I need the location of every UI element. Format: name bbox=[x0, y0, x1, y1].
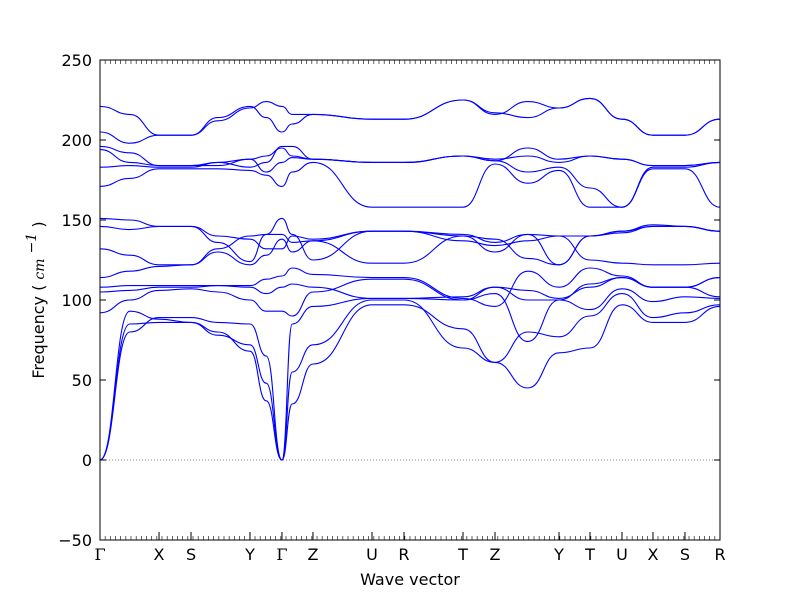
band-lines bbox=[99, 97, 721, 461]
x-tick-label: Γ bbox=[94, 545, 105, 564]
x-tick-label: Y bbox=[244, 545, 255, 564]
y-tick-label: 250 bbox=[61, 51, 92, 70]
band-line-6 bbox=[99, 267, 721, 307]
x-tick-label: R bbox=[714, 545, 725, 564]
band-line-3 bbox=[99, 288, 721, 461]
y-tick-label: 0 bbox=[82, 451, 92, 470]
x-tick-label: S bbox=[680, 545, 690, 564]
x-tick-label: U bbox=[366, 545, 378, 564]
x-tick-label: X bbox=[647, 545, 658, 564]
band-line-16 bbox=[99, 97, 721, 136]
y-axis-label-unit: cm bbox=[32, 258, 48, 279]
y-axis-label-open-paren: ( bbox=[29, 285, 48, 291]
x-tick-label: S bbox=[186, 545, 196, 564]
x-axis-label: Wave vector bbox=[360, 570, 460, 589]
y-tick-label: 100 bbox=[61, 291, 92, 310]
band-line-5 bbox=[99, 277, 721, 299]
x-tick-label: U bbox=[616, 545, 628, 564]
x-tick-label: R bbox=[398, 545, 409, 564]
y-axis-label-unit-power: −1 bbox=[24, 233, 40, 254]
band-line-11 bbox=[99, 161, 721, 208]
y-axis-ticks: −50 0 50 100 150 200 250 bbox=[58, 51, 720, 550]
y-axis-label-text: Frequency bbox=[29, 296, 48, 379]
band-line-4 bbox=[99, 277, 721, 317]
x-tick-label: Γ bbox=[276, 545, 287, 564]
x-tick-label: Z bbox=[490, 545, 501, 564]
x-tick-label: Y bbox=[553, 545, 564, 564]
y-tick-label: 150 bbox=[61, 211, 92, 230]
x-tick-label: T bbox=[457, 545, 468, 564]
band-line-10 bbox=[99, 217, 721, 266]
x-tick-label: Z bbox=[307, 545, 318, 564]
y-axis-label: Frequency ( cm −1 ) bbox=[24, 221, 48, 378]
band-line-2 bbox=[99, 293, 721, 461]
band-line-14 bbox=[99, 145, 721, 168]
y-tick-label: 200 bbox=[61, 131, 92, 150]
x-tick-label: T bbox=[584, 545, 595, 564]
y-tick-label: 50 bbox=[72, 371, 92, 390]
y-axis-label-close-paren: ) bbox=[29, 221, 48, 227]
plot-area bbox=[99, 97, 721, 461]
y-tick-label: −50 bbox=[58, 531, 92, 550]
y-axis-label-group: Frequency ( cm −1 ) bbox=[24, 221, 48, 378]
x-tick-label: X bbox=[154, 545, 165, 564]
